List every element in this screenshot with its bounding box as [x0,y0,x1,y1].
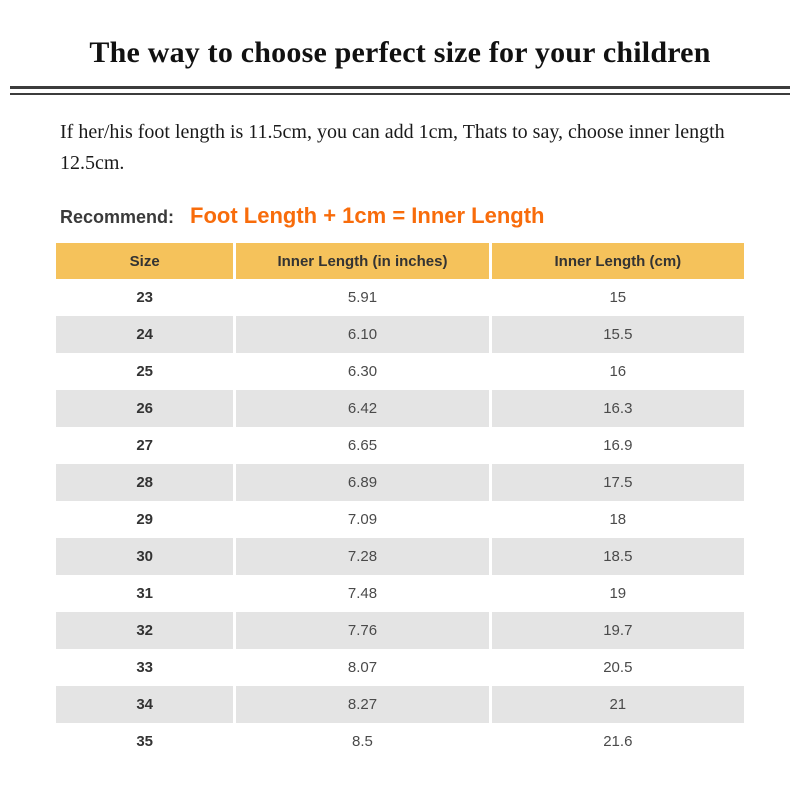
cm-cell: 18.5 [491,538,744,575]
table-row: 24 6.10 15.5 [56,316,744,353]
size-instructions-text: If her/his foot length is 11.5cm, you ca… [60,121,725,174]
size-cell: 28 [56,464,234,501]
cm-cell: 19 [491,575,744,612]
cm-cell: 21 [491,686,744,723]
inches-cell: 7.76 [236,612,489,649]
table-row: 29 7.09 18 [56,501,744,538]
table-row: 32 7.76 19.7 [56,612,744,649]
inches-cell: 7.28 [236,538,489,575]
size-chart-table: Size Inner Length (in inches) Inner Leng… [53,243,747,760]
inches-cell: 8.07 [236,649,489,686]
table-row: 31 7.48 19 [56,575,744,612]
size-cell: 24 [56,316,234,353]
cm-cell: 15.5 [491,316,744,353]
cm-cell: 17.5 [491,464,744,501]
table-row: 35 8.5 21.6 [56,723,744,760]
cm-cell: 20.5 [491,649,744,686]
cm-cell: 16.3 [491,390,744,427]
table-row: 33 8.07 20.5 [56,649,744,686]
table-row: 28 6.89 17.5 [56,464,744,501]
cm-cell: 21.6 [491,723,744,760]
size-cell: 32 [56,612,234,649]
cm-cell: 16.9 [491,427,744,464]
inches-cell: 5.91 [236,279,489,316]
recommend-formula: Foot Length + 1cm = Inner Length [190,203,545,228]
recommend-row: Recommend: Foot Length + 1cm = Inner Len… [60,203,740,229]
size-cell: 35 [56,723,234,760]
size-cell: 29 [56,501,234,538]
page-title: The way to choose perfect size for your … [89,36,711,69]
size-cell: 33 [56,649,234,686]
cm-cell: 15 [491,279,744,316]
table-row: 27 6.65 16.9 [56,427,744,464]
size-cell: 25 [56,353,234,390]
size-cell: 31 [56,575,234,612]
size-cell: 26 [56,390,234,427]
inches-cell: 7.09 [236,501,489,538]
size-cell: 30 [56,538,234,575]
table-row: 26 6.42 16.3 [56,390,744,427]
inches-cell: 6.42 [236,390,489,427]
size-cell: 23 [56,279,234,316]
inches-cell: 8.5 [236,723,489,760]
size-cell: 27 [56,427,234,464]
inches-cell: 6.65 [236,427,489,464]
size-cell: 34 [56,686,234,723]
inches-cell: 6.89 [236,464,489,501]
table-row: 25 6.30 16 [56,353,744,390]
table-header-row: Size Inner Length (in inches) Inner Leng… [56,243,744,279]
inches-cell: 8.27 [236,686,489,723]
cm-cell: 16 [491,353,744,390]
recommend-label: Recommend: [60,207,175,227]
inches-cell: 7.48 [236,575,489,612]
table-row: 23 5.91 15 [56,279,744,316]
double-rule-divider [10,86,790,95]
inches-cell: 6.10 [236,316,489,353]
cm-cell: 19.7 [491,612,744,649]
table-row: 30 7.28 18.5 [56,538,744,575]
column-header-inner-length-cm: Inner Length (cm) [491,243,744,279]
cm-cell: 18 [491,501,744,538]
inches-cell: 6.30 [236,353,489,390]
column-header-inner-length-inches: Inner Length (in inches) [236,243,489,279]
column-header-size: Size [56,243,234,279]
table-row: 34 8.27 21 [56,686,744,723]
